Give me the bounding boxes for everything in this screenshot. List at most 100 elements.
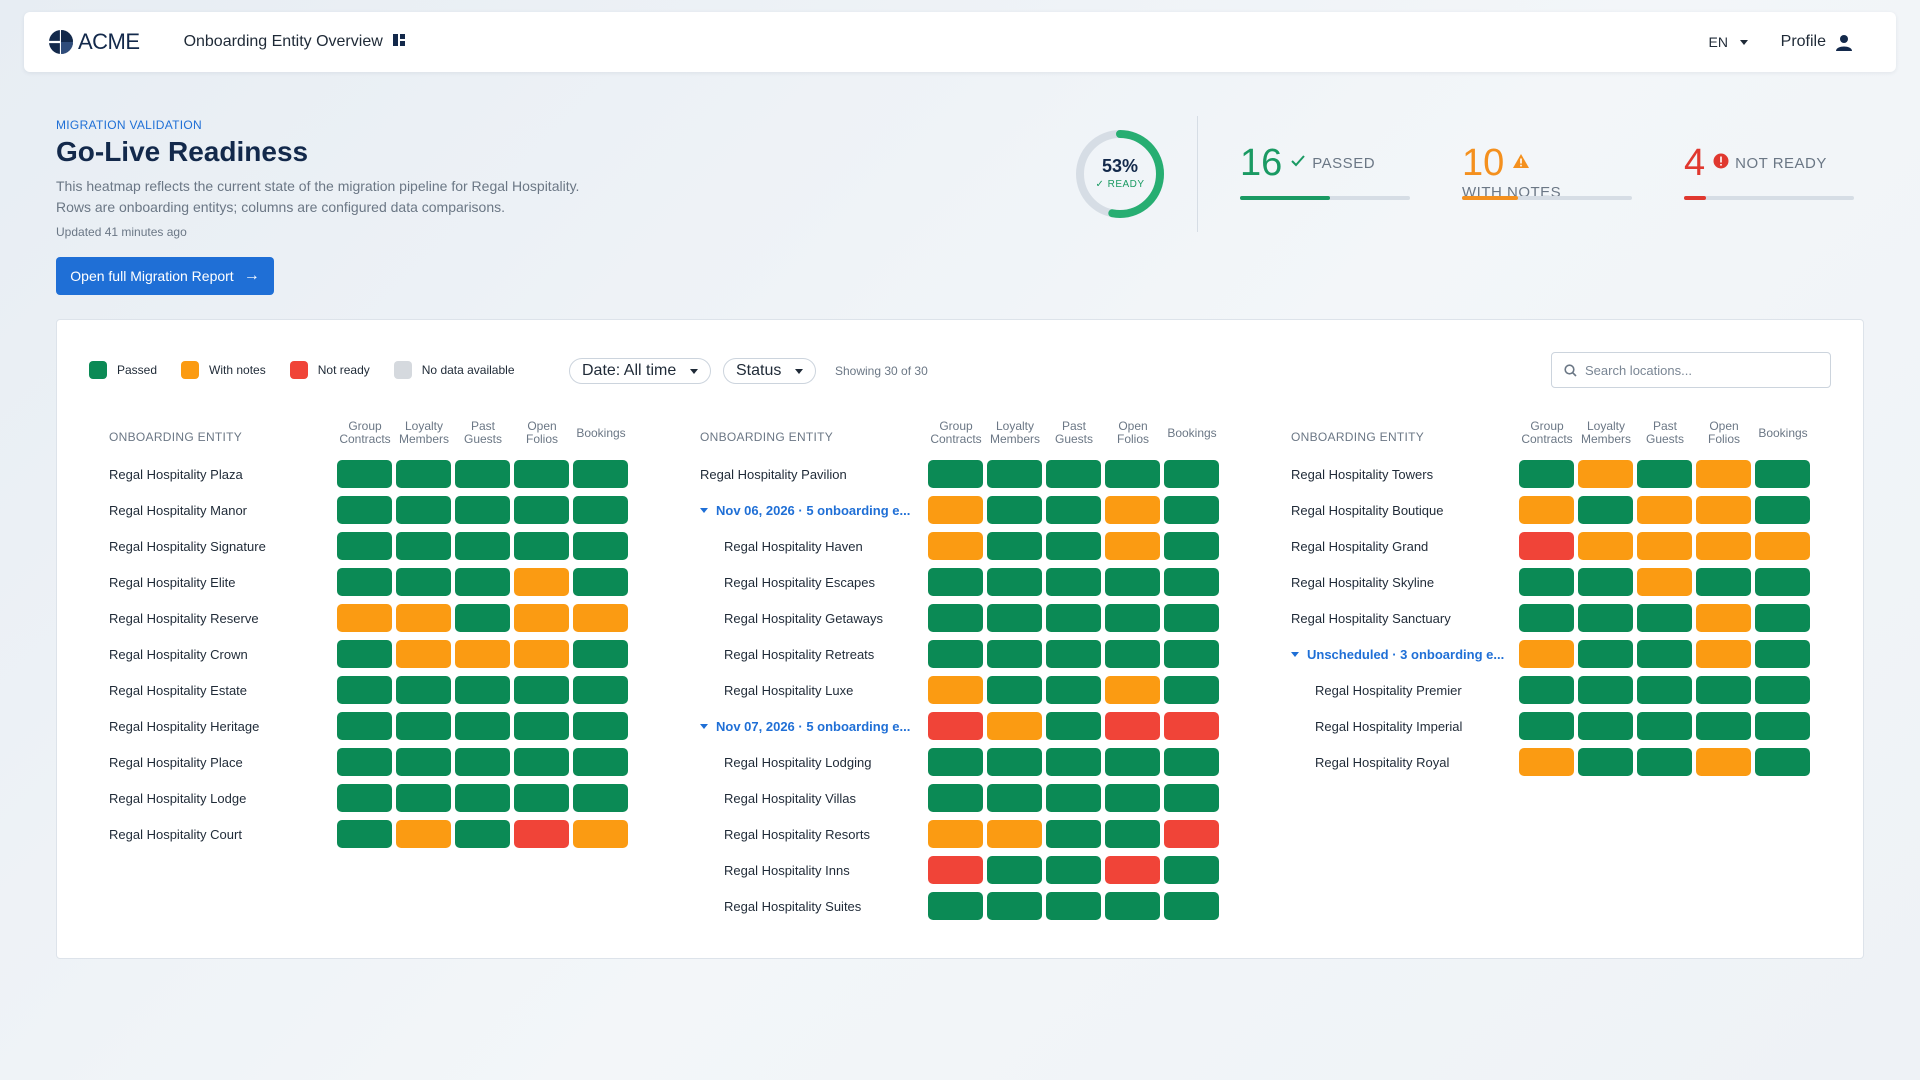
heatmap-cell-pass[interactable] xyxy=(1755,748,1810,776)
heatmap-cell-notes[interactable] xyxy=(1105,532,1160,560)
group-toggle[interactable]: Unscheduled · 3 onboarding e... xyxy=(1291,647,1504,662)
heatmap-cell-pass[interactable] xyxy=(455,748,510,776)
heatmap-cell-pass[interactable] xyxy=(455,712,510,740)
heatmap-cell-pass[interactable] xyxy=(1578,748,1633,776)
group-row[interactable]: Nov 06, 2026 · 5 onboarding e... xyxy=(700,492,1220,528)
heatmap-cell-notes[interactable] xyxy=(1105,676,1160,704)
heatmap-cell-pass[interactable] xyxy=(1164,604,1219,632)
table-row[interactable]: Regal Hospitality Place xyxy=(109,744,629,780)
heatmap-cell-notes[interactable] xyxy=(514,640,569,668)
heatmap-cell-pass[interactable] xyxy=(337,784,392,812)
heatmap-cell-pass[interactable] xyxy=(573,640,628,668)
heatmap-cell-notes[interactable] xyxy=(1696,640,1751,668)
heatmap-cell-pass[interactable] xyxy=(455,676,510,704)
heatmap-cell-notes[interactable] xyxy=(396,604,451,632)
heatmap-cell-pass[interactable] xyxy=(514,676,569,704)
heatmap-cell-pass[interactable] xyxy=(573,496,628,524)
heatmap-cell-pass[interactable] xyxy=(1046,496,1101,524)
table-row[interactable]: Regal Hospitality Resorts xyxy=(700,816,1220,852)
heatmap-cell-pass[interactable] xyxy=(1164,460,1219,488)
heatmap-cell-pass[interactable] xyxy=(455,460,510,488)
heatmap-cell-pass[interactable] xyxy=(396,712,451,740)
heatmap-cell-pass[interactable] xyxy=(337,460,392,488)
group-row[interactable]: Unscheduled · 3 onboarding e... xyxy=(1291,636,1811,672)
heatmap-cell-pass[interactable] xyxy=(928,892,983,920)
heatmap-cell-pass[interactable] xyxy=(455,568,510,596)
heatmap-cell-pass[interactable] xyxy=(1519,712,1574,740)
heatmap-cell-pass[interactable] xyxy=(1046,676,1101,704)
group-toggle[interactable]: Nov 07, 2026 · 5 onboarding e... xyxy=(700,719,910,734)
open-report-button[interactable]: Open full Migration Report → xyxy=(56,257,274,295)
heatmap-cell-pass[interactable] xyxy=(1755,640,1810,668)
status-filter[interactable]: Status xyxy=(723,358,817,384)
heatmap-cell-pass[interactable] xyxy=(1519,460,1574,488)
heatmap-cell-pass[interactable] xyxy=(987,676,1042,704)
heatmap-cell-pass[interactable] xyxy=(396,532,451,560)
heatmap-cell-pass[interactable] xyxy=(455,496,510,524)
heatmap-cell-pass[interactable] xyxy=(1755,460,1810,488)
heatmap-cell-pass[interactable] xyxy=(1578,496,1633,524)
heatmap-cell-fail[interactable] xyxy=(1105,856,1160,884)
heatmap-cell-pass[interactable] xyxy=(1578,604,1633,632)
heatmap-cell-pass[interactable] xyxy=(1164,640,1219,668)
heatmap-cell-pass[interactable] xyxy=(396,748,451,776)
heatmap-cell-notes[interactable] xyxy=(1637,532,1692,560)
heatmap-cell-pass[interactable] xyxy=(987,748,1042,776)
heatmap-cell-notes[interactable] xyxy=(514,568,569,596)
heatmap-cell-pass[interactable] xyxy=(987,532,1042,560)
date-filter[interactable]: Date: All time xyxy=(569,358,712,384)
heatmap-cell-notes[interactable] xyxy=(928,532,983,560)
dashboard-icon[interactable] xyxy=(392,33,405,51)
heatmap-cell-notes[interactable] xyxy=(1519,640,1574,668)
heatmap-cell-pass[interactable] xyxy=(1755,676,1810,704)
heatmap-cell-pass[interactable] xyxy=(1637,712,1692,740)
table-row[interactable]: Regal Hospitality Imperial xyxy=(1291,708,1811,744)
heatmap-cell-pass[interactable] xyxy=(455,604,510,632)
heatmap-cell-pass[interactable] xyxy=(1637,640,1692,668)
heatmap-cell-pass[interactable] xyxy=(337,640,392,668)
heatmap-cell-pass[interactable] xyxy=(455,820,510,848)
search-box[interactable] xyxy=(1551,352,1831,388)
heatmap-cell-notes[interactable] xyxy=(1755,532,1810,560)
heatmap-cell-pass[interactable] xyxy=(337,748,392,776)
heatmap-cell-pass[interactable] xyxy=(987,604,1042,632)
heatmap-cell-pass[interactable] xyxy=(1637,748,1692,776)
heatmap-cell-pass[interactable] xyxy=(337,496,392,524)
heatmap-cell-pass[interactable] xyxy=(1696,712,1751,740)
heatmap-cell-pass[interactable] xyxy=(1519,604,1574,632)
heatmap-cell-pass[interactable] xyxy=(455,784,510,812)
table-row[interactable]: Regal Hospitality Grand xyxy=(1291,528,1811,564)
heatmap-cell-pass[interactable] xyxy=(1519,568,1574,596)
table-row[interactable]: Regal Hospitality Haven xyxy=(700,528,1220,564)
heatmap-cell-pass[interactable] xyxy=(1164,856,1219,884)
heatmap-cell-pass[interactable] xyxy=(987,892,1042,920)
heatmap-cell-pass[interactable] xyxy=(1105,640,1160,668)
table-row[interactable]: Regal Hospitality Suites xyxy=(700,888,1220,924)
heatmap-cell-notes[interactable] xyxy=(573,604,628,632)
heatmap-cell-pass[interactable] xyxy=(1105,460,1160,488)
heatmap-cell-pass[interactable] xyxy=(1046,712,1101,740)
heatmap-cell-pass[interactable] xyxy=(1105,892,1160,920)
table-row[interactable]: Regal Hospitality Getaways xyxy=(700,600,1220,636)
heatmap-cell-pass[interactable] xyxy=(573,460,628,488)
heatmap-cell-pass[interactable] xyxy=(1164,892,1219,920)
heatmap-cell-pass[interactable] xyxy=(1164,496,1219,524)
group-row[interactable]: Nov 07, 2026 · 5 onboarding e... xyxy=(700,708,1220,744)
heatmap-cell-pass[interactable] xyxy=(337,820,392,848)
heatmap-cell-notes[interactable] xyxy=(1696,604,1751,632)
heatmap-cell-fail[interactable] xyxy=(928,856,983,884)
heatmap-cell-fail[interactable] xyxy=(928,712,983,740)
heatmap-cell-pass[interactable] xyxy=(1046,640,1101,668)
heatmap-cell-pass[interactable] xyxy=(1578,676,1633,704)
heatmap-cell-pass[interactable] xyxy=(1578,568,1633,596)
heatmap-cell-notes[interactable] xyxy=(1578,532,1633,560)
heatmap-cell-pass[interactable] xyxy=(1105,784,1160,812)
heatmap-cell-pass[interactable] xyxy=(396,568,451,596)
heatmap-cell-pass[interactable] xyxy=(1164,532,1219,560)
heatmap-cell-pass[interactable] xyxy=(1755,496,1810,524)
heatmap-cell-fail[interactable] xyxy=(1519,532,1574,560)
heatmap-cell-pass[interactable] xyxy=(1046,892,1101,920)
heatmap-cell-pass[interactable] xyxy=(514,748,569,776)
heatmap-cell-notes[interactable] xyxy=(1637,496,1692,524)
table-row[interactable]: Regal Hospitality Crown xyxy=(109,636,629,672)
